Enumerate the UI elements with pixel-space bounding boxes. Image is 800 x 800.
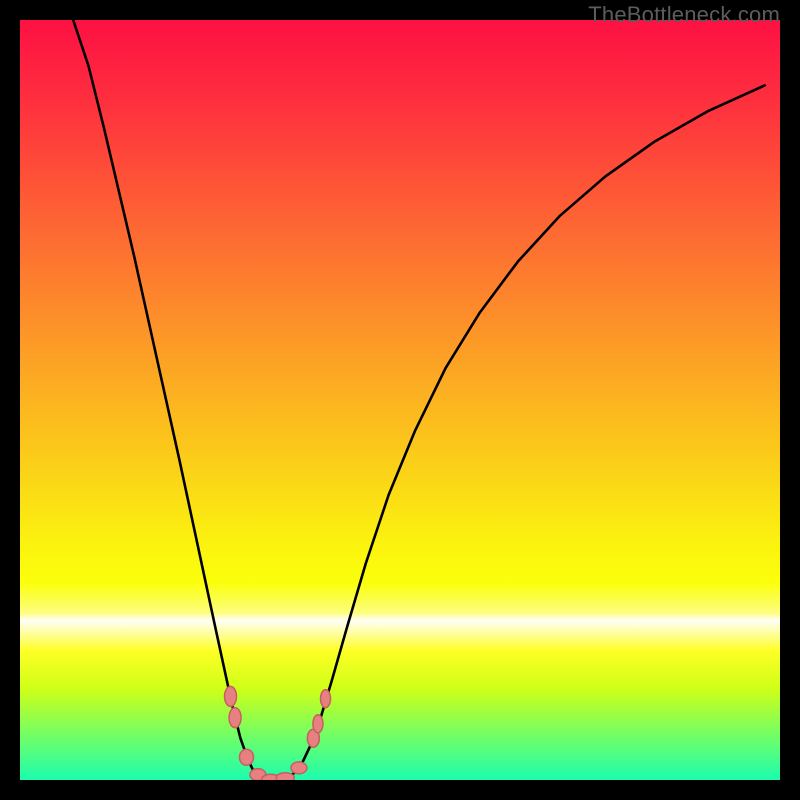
curve-marker: [313, 715, 323, 733]
curve-marker: [239, 749, 253, 765]
chart-area: [20, 20, 780, 780]
curve-marker: [276, 773, 294, 780]
curve-marker: [225, 686, 237, 706]
curve-marker: [229, 708, 241, 728]
curve-marker: [321, 690, 331, 708]
curve-marker: [291, 762, 307, 774]
watermark-text: TheBottleneck.com: [588, 2, 780, 28]
chart-svg: [20, 20, 780, 780]
